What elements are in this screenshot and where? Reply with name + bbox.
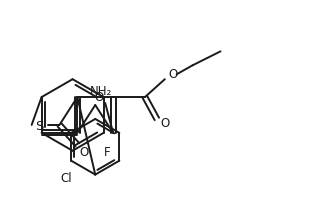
Text: O: O (160, 117, 170, 130)
Text: Cl: Cl (60, 172, 72, 185)
Text: NH₂: NH₂ (90, 85, 112, 98)
Text: O: O (168, 68, 177, 81)
Text: O: O (80, 146, 89, 159)
Text: O: O (95, 91, 104, 104)
Text: S: S (36, 120, 44, 133)
Text: F: F (104, 146, 111, 159)
